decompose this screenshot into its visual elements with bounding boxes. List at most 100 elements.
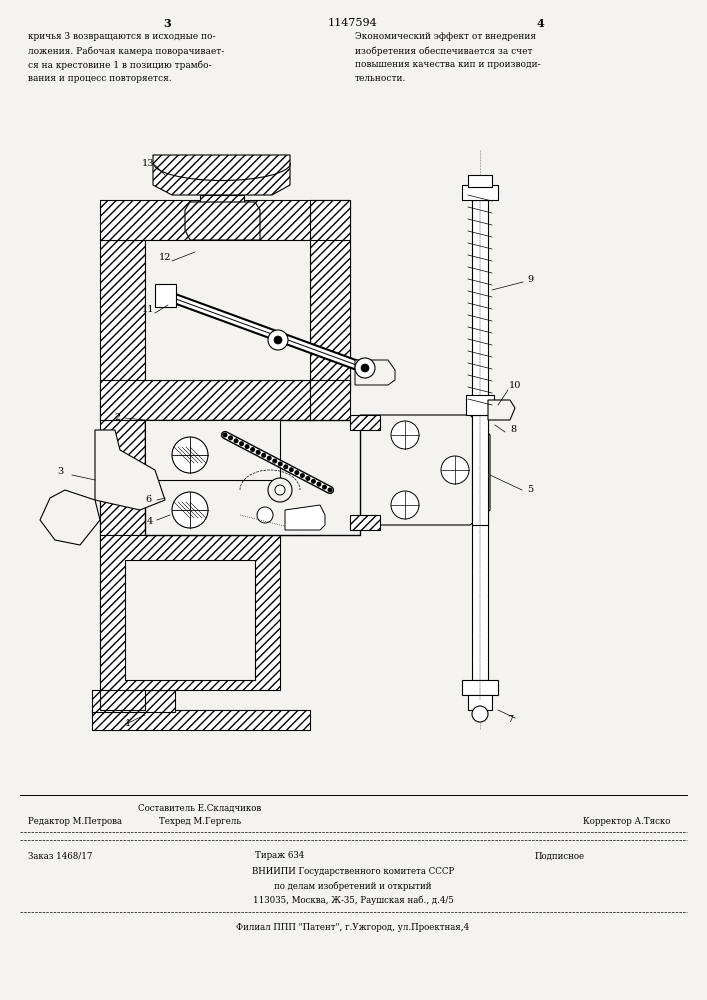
Text: Тираж 634: Тираж 634 bbox=[255, 852, 305, 860]
Circle shape bbox=[250, 447, 255, 452]
Text: изобретения обеспечивается за счет: изобретения обеспечивается за счет bbox=[355, 46, 532, 55]
Polygon shape bbox=[92, 710, 310, 730]
Polygon shape bbox=[462, 185, 498, 200]
Text: 113035, Москва, Ж-35, Раушская наб., д.4/5: 113035, Москва, Ж-35, Раушская наб., д.4… bbox=[252, 895, 453, 905]
Circle shape bbox=[274, 336, 282, 344]
Polygon shape bbox=[350, 515, 380, 530]
Circle shape bbox=[268, 478, 292, 502]
Polygon shape bbox=[466, 395, 494, 415]
Polygon shape bbox=[472, 415, 488, 525]
Polygon shape bbox=[145, 420, 280, 480]
Polygon shape bbox=[153, 155, 290, 195]
Text: 9: 9 bbox=[527, 275, 533, 284]
Circle shape bbox=[223, 432, 228, 438]
Text: 4: 4 bbox=[147, 518, 153, 526]
Text: 2: 2 bbox=[115, 414, 121, 422]
Text: 7: 7 bbox=[507, 716, 513, 724]
Text: 12: 12 bbox=[159, 253, 171, 262]
Circle shape bbox=[172, 437, 208, 473]
Polygon shape bbox=[40, 490, 100, 545]
Circle shape bbox=[284, 464, 288, 469]
Text: 3: 3 bbox=[163, 18, 171, 29]
Circle shape bbox=[355, 358, 375, 378]
Polygon shape bbox=[462, 680, 498, 695]
Text: по делам изобретений и открытий: по делам изобретений и открытий bbox=[274, 881, 432, 891]
Circle shape bbox=[272, 459, 277, 464]
Circle shape bbox=[267, 456, 271, 461]
Text: ся на крестовине 1 в позицию трамбо-: ся на крестовине 1 в позицию трамбо- bbox=[28, 60, 211, 70]
Text: ложения. Рабочая камера поворачивает-: ложения. Рабочая камера поворачивает- bbox=[28, 46, 224, 55]
Circle shape bbox=[257, 507, 273, 523]
Text: Заказ 1468/17: Заказ 1468/17 bbox=[28, 852, 93, 860]
Circle shape bbox=[294, 470, 299, 475]
Polygon shape bbox=[468, 695, 492, 710]
Circle shape bbox=[233, 438, 238, 443]
Text: Корректор А.Тяско: Корректор А.Тяско bbox=[583, 818, 670, 826]
Text: Экономический эффект от внедрения: Экономический эффект от внедрения bbox=[355, 32, 536, 41]
Text: 6: 6 bbox=[145, 495, 151, 504]
Polygon shape bbox=[95, 430, 165, 510]
Polygon shape bbox=[125, 560, 255, 680]
Text: ВНИИПИ Государственного комитета СССР: ВНИИПИ Государственного комитета СССР bbox=[252, 867, 454, 876]
Text: 11: 11 bbox=[141, 306, 154, 314]
Polygon shape bbox=[100, 480, 320, 535]
Polygon shape bbox=[92, 690, 175, 712]
Polygon shape bbox=[280, 240, 320, 480]
Polygon shape bbox=[100, 380, 320, 420]
Polygon shape bbox=[100, 535, 280, 690]
Text: 8: 8 bbox=[510, 426, 516, 434]
Polygon shape bbox=[100, 240, 145, 710]
Circle shape bbox=[472, 706, 488, 722]
Circle shape bbox=[289, 467, 294, 472]
Text: кричья 3 возвращаются в исходные по-: кричья 3 возвращаются в исходные по- bbox=[28, 32, 216, 41]
Polygon shape bbox=[310, 200, 350, 390]
Circle shape bbox=[278, 461, 283, 466]
Polygon shape bbox=[360, 415, 490, 525]
Text: 1: 1 bbox=[125, 718, 131, 728]
Text: Техред М.Гергель: Техред М.Гергель bbox=[159, 818, 241, 826]
Circle shape bbox=[391, 491, 419, 519]
Circle shape bbox=[300, 473, 305, 478]
Circle shape bbox=[239, 441, 244, 446]
Polygon shape bbox=[472, 200, 488, 680]
Text: Филиал ППП "Патент", г.Ужгород, ул.Проектная,4: Филиал ППП "Патент", г.Ужгород, ул.Проек… bbox=[236, 924, 469, 932]
Polygon shape bbox=[468, 175, 492, 187]
Polygon shape bbox=[310, 240, 350, 390]
Circle shape bbox=[172, 492, 208, 528]
Polygon shape bbox=[155, 284, 176, 307]
Circle shape bbox=[245, 444, 250, 449]
Polygon shape bbox=[100, 200, 350, 240]
Text: Составитель Е.Складчиков: Составитель Е.Складчиков bbox=[139, 804, 262, 812]
Text: Подписное: Подписное bbox=[535, 852, 585, 860]
Circle shape bbox=[391, 421, 419, 449]
Circle shape bbox=[261, 453, 266, 458]
Text: 4: 4 bbox=[536, 18, 544, 29]
Polygon shape bbox=[185, 202, 260, 240]
Circle shape bbox=[361, 364, 369, 372]
Polygon shape bbox=[200, 195, 244, 202]
Polygon shape bbox=[145, 240, 310, 380]
Circle shape bbox=[256, 450, 261, 455]
Text: 3: 3 bbox=[57, 468, 63, 477]
Circle shape bbox=[305, 476, 310, 481]
Text: тельности.: тельности. bbox=[355, 74, 407, 83]
Circle shape bbox=[268, 330, 288, 350]
Circle shape bbox=[441, 456, 469, 484]
Polygon shape bbox=[310, 380, 350, 480]
Polygon shape bbox=[285, 505, 325, 530]
Polygon shape bbox=[355, 360, 395, 385]
Text: повышения качества кип и производи-: повышения качества кип и производи- bbox=[355, 60, 541, 69]
Circle shape bbox=[311, 479, 316, 484]
Polygon shape bbox=[145, 420, 360, 535]
Text: вания и процесс повторяется.: вания и процесс повторяется. bbox=[28, 74, 172, 83]
Circle shape bbox=[275, 485, 285, 495]
Circle shape bbox=[228, 435, 233, 440]
Circle shape bbox=[317, 482, 322, 487]
Text: 1147594: 1147594 bbox=[328, 18, 378, 28]
Text: 13: 13 bbox=[141, 158, 154, 167]
Polygon shape bbox=[350, 415, 380, 430]
Text: 5: 5 bbox=[527, 486, 533, 494]
Circle shape bbox=[322, 485, 327, 490]
Circle shape bbox=[327, 488, 332, 492]
Text: Редактор М.Петрова: Редактор М.Петрова bbox=[28, 818, 122, 826]
